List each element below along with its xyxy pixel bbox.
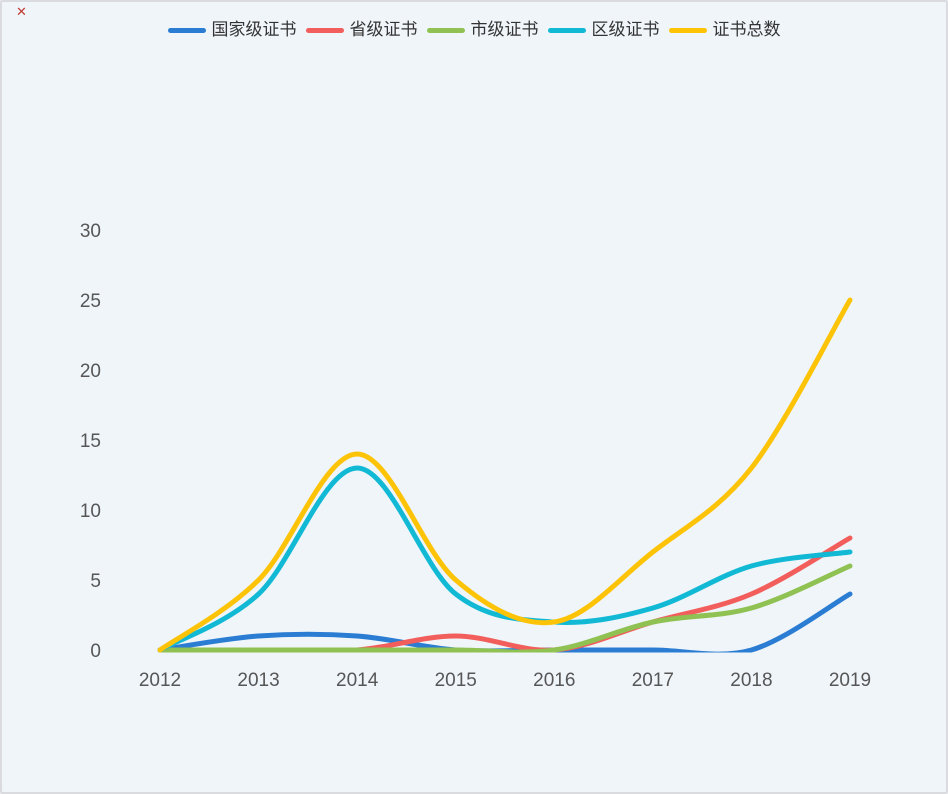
legend-swatch-icon <box>547 27 586 33</box>
legend-item-0[interactable]: 国家级证书 <box>167 19 297 41</box>
broken-image-icon: ✕ <box>16 4 27 19</box>
y-tick-label-5: 25 <box>80 291 101 312</box>
y-axis: 0 5 10 15 20 25 30 <box>80 221 101 662</box>
legend-label: 国家级证书 <box>211 20 297 39</box>
legend-swatch-icon <box>167 27 206 33</box>
x-tick-label-6: 2018 <box>730 670 772 691</box>
y-tick-label-2: 10 <box>80 501 101 522</box>
series-lines <box>157 297 853 653</box>
x-tick-label-4: 2016 <box>533 670 575 691</box>
y-tick-label-3: 15 <box>80 431 101 452</box>
y-tick-label-4: 20 <box>80 361 101 382</box>
legend-swatch-icon <box>668 27 707 33</box>
series-line-2 <box>157 563 853 653</box>
legend-item-4[interactable]: 证书总数 <box>668 19 781 41</box>
x-tick-label-3: 2015 <box>435 670 477 691</box>
legend-swatch-icon <box>305 27 344 33</box>
x-tick-label-7: 2019 <box>829 670 871 691</box>
legend-swatch-icon <box>426 27 465 33</box>
y-tick-label-6: 30 <box>80 221 101 242</box>
y-tick-label-0: 0 <box>90 641 101 662</box>
legend: 国家级证书 省级证书 市级证书 区级证书 证书总数 <box>2 19 946 41</box>
series-line-4 <box>157 297 853 653</box>
x-tick-label-1: 2013 <box>237 670 279 691</box>
x-axis: 2012 2013 2014 2015 2016 2017 2018 2019 <box>139 670 871 691</box>
x-tick-label-5: 2017 <box>632 670 674 691</box>
legend-label: 证书总数 <box>712 20 781 39</box>
x-tick-label-0: 2012 <box>139 670 181 691</box>
legend-label: 省级证书 <box>349 20 418 39</box>
y-tick-label-1: 5 <box>90 571 101 592</box>
series-line-3 <box>157 465 853 653</box>
legend-item-2[interactable]: 市级证书 <box>426 19 539 41</box>
legend-label: 区级证书 <box>591 20 660 39</box>
legend-item-3[interactable]: 区级证书 <box>547 19 660 41</box>
legend-label: 市级证书 <box>470 20 539 39</box>
x-tick-label-2: 2014 <box>336 670 379 691</box>
legend-item-1[interactable]: 省级证书 <box>305 19 418 41</box>
